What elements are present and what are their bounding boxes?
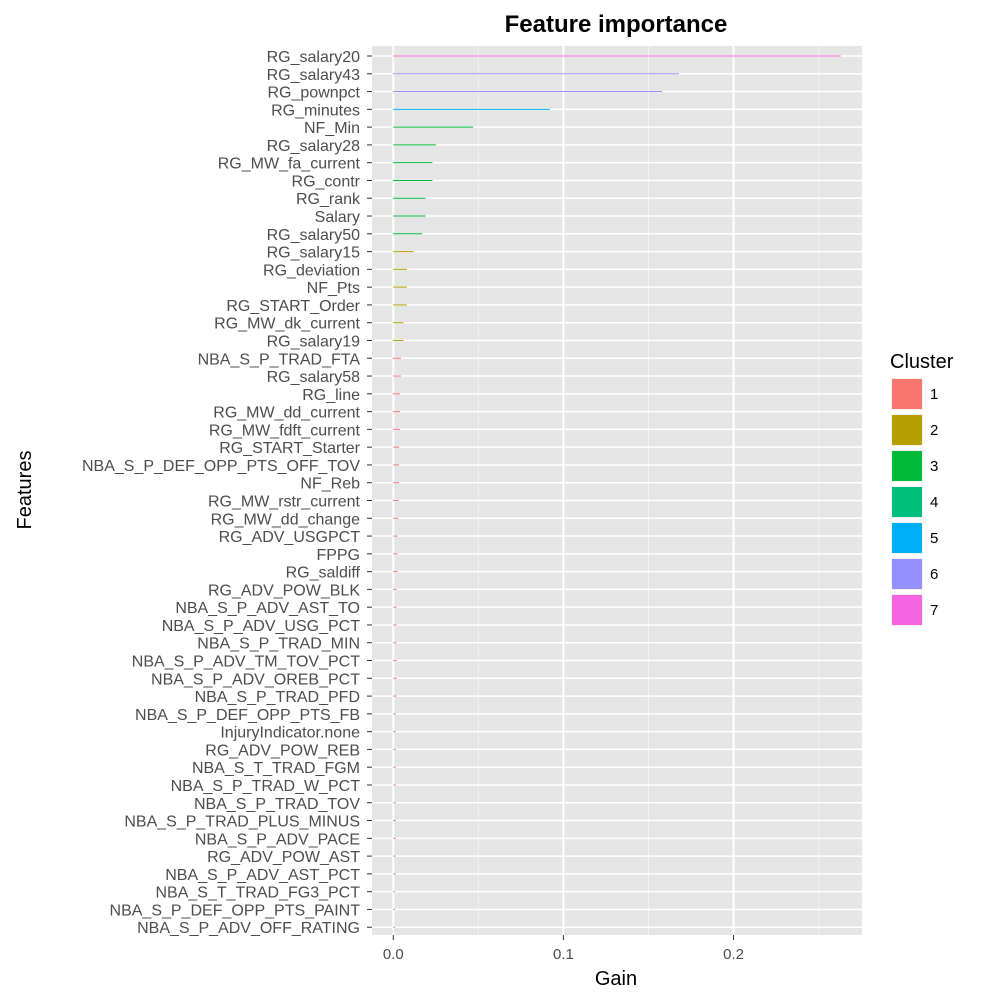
legend-swatch [892, 523, 922, 553]
legend-swatch [892, 595, 922, 625]
feature-label: RG_MW_fa_current [218, 156, 361, 173]
legend-label: 7 [930, 602, 938, 619]
feature-label: NBA_S_P_TRAD_PFD [195, 689, 360, 706]
feature-label: NBA_S_P_ADV_PACE [195, 831, 360, 848]
feature-label: NBA_S_P_ADV_OFF_RATING [137, 920, 360, 937]
feature-label: NBA_S_P_ADV_AST_PCT [165, 867, 360, 884]
legend-label: 2 [930, 422, 938, 439]
feature-label: RG_START_Starter [219, 440, 360, 457]
feature-label: RG_salary58 [267, 369, 360, 386]
feature-label: RG_MW_rstr_current [208, 494, 361, 511]
feature-label: RG_deviation [263, 262, 360, 279]
feature-label: RG_ADV_USGPCT [219, 529, 361, 546]
feature-label: NBA_S_P_TRAD_W_PCT [171, 778, 361, 795]
feature-label: RG_ADV_POW_AST [207, 849, 360, 866]
feature-label: NBA_S_P_ADV_USG_PCT [162, 618, 361, 635]
feature-label: RG_salary28 [267, 138, 360, 155]
feature-label: RG_saldiff [286, 565, 361, 582]
feature-label: RG_rank [296, 191, 361, 208]
feature-label: NBA_S_P_ADV_OREB_PCT [151, 671, 360, 688]
feature-label: NBA_S_P_DEF_OPP_PTS_PAINT [110, 902, 361, 919]
x-axis-title: Gain [595, 968, 637, 990]
plot-panel [372, 46, 862, 935]
feature-label: NBA_S_P_TRAD_MIN [197, 636, 360, 653]
feature-label: RG_ADV_POW_REB [205, 742, 360, 759]
feature-label: RG_salary19 [267, 333, 360, 350]
legend-label: 5 [930, 530, 938, 547]
feature-label: RG_line [302, 387, 360, 404]
feature-label: NBA_S_P_ADV_TM_TOV_PCT [132, 654, 360, 671]
legend-label: 3 [930, 458, 938, 475]
legend-label: 6 [930, 566, 938, 583]
feature-label: NF_Reb [300, 476, 360, 493]
legend-label: 1 [930, 386, 938, 403]
feature-label: RG_MW_dd_current [213, 405, 360, 422]
feature-label: RG_MW_dd_change [211, 511, 361, 528]
feature-label: RG_minutes [271, 102, 360, 119]
feature-label: NF_Pts [307, 280, 360, 297]
bars-group [393, 55, 841, 928]
feature-label: InjuryIndicator.none [220, 725, 360, 742]
feature-label: RG_pownpct [268, 85, 361, 102]
legend-title: Cluster [890, 351, 954, 373]
legend-swatch [892, 451, 922, 481]
feature-label: NBA_S_P_TRAD_PLUS_MINUS [124, 814, 360, 831]
legend: Cluster 1 2 3 4 5 6 7 [890, 351, 954, 626]
feature-label: RG_salary43 [267, 67, 360, 84]
feature-label: Salary [315, 209, 360, 226]
feature-label: NBA_S_P_DEF_OPP_PTS_FB [135, 707, 360, 724]
legend-label: 4 [930, 494, 938, 511]
feature-label: NBA_S_P_DEF_OPP_PTS_OFF_TOV [82, 458, 360, 475]
feature-label: RG_MW_fdft_current [209, 422, 361, 439]
feature-label: NBA_S_T_TRAD_FGM [192, 760, 360, 777]
feature-label: FPPG [316, 547, 360, 564]
legend-swatch [892, 379, 922, 409]
legend-items: 1 2 3 4 5 6 7 [891, 378, 938, 626]
legend-swatch [892, 415, 922, 445]
x-tick-label: 0.1 [553, 946, 574, 963]
chart-title: Feature importance [505, 11, 728, 38]
feature-label: RG_salary15 [267, 245, 360, 262]
x-axis: 0.0 0.1 0.2 [383, 935, 744, 963]
feature-label: RG_START_Order [226, 298, 360, 315]
feature-label: NBA_S_P_ADV_AST_TO [175, 600, 360, 617]
legend-swatch [892, 559, 922, 589]
feature-label: RG_salary50 [267, 227, 360, 244]
feature-label: NBA_S_T_TRAD_FG3_PCT [155, 885, 360, 902]
x-tick-label: 0.2 [723, 946, 744, 963]
grid-lines [372, 46, 862, 935]
feature-label: RG_salary20 [267, 49, 360, 66]
feature-labels: RG_salary20RG_salary43RG_pownpctRG_minut… [82, 49, 361, 937]
feature-label: NBA_S_P_TRAD_FTA [198, 351, 361, 368]
feature-label: NBA_S_P_TRAD_TOV [194, 796, 360, 813]
y-axis-ticks [367, 55, 372, 928]
legend-swatch [892, 487, 922, 517]
feature-label: RG_MW_dk_current [214, 316, 360, 333]
feature-label: RG_ADV_POW_BLK [208, 582, 360, 599]
feature-label: RG_contr [292, 173, 361, 190]
x-tick-label: 0.0 [383, 946, 404, 963]
feature-label: NF_Min [304, 120, 360, 137]
y-axis-title: Features [14, 451, 36, 530]
